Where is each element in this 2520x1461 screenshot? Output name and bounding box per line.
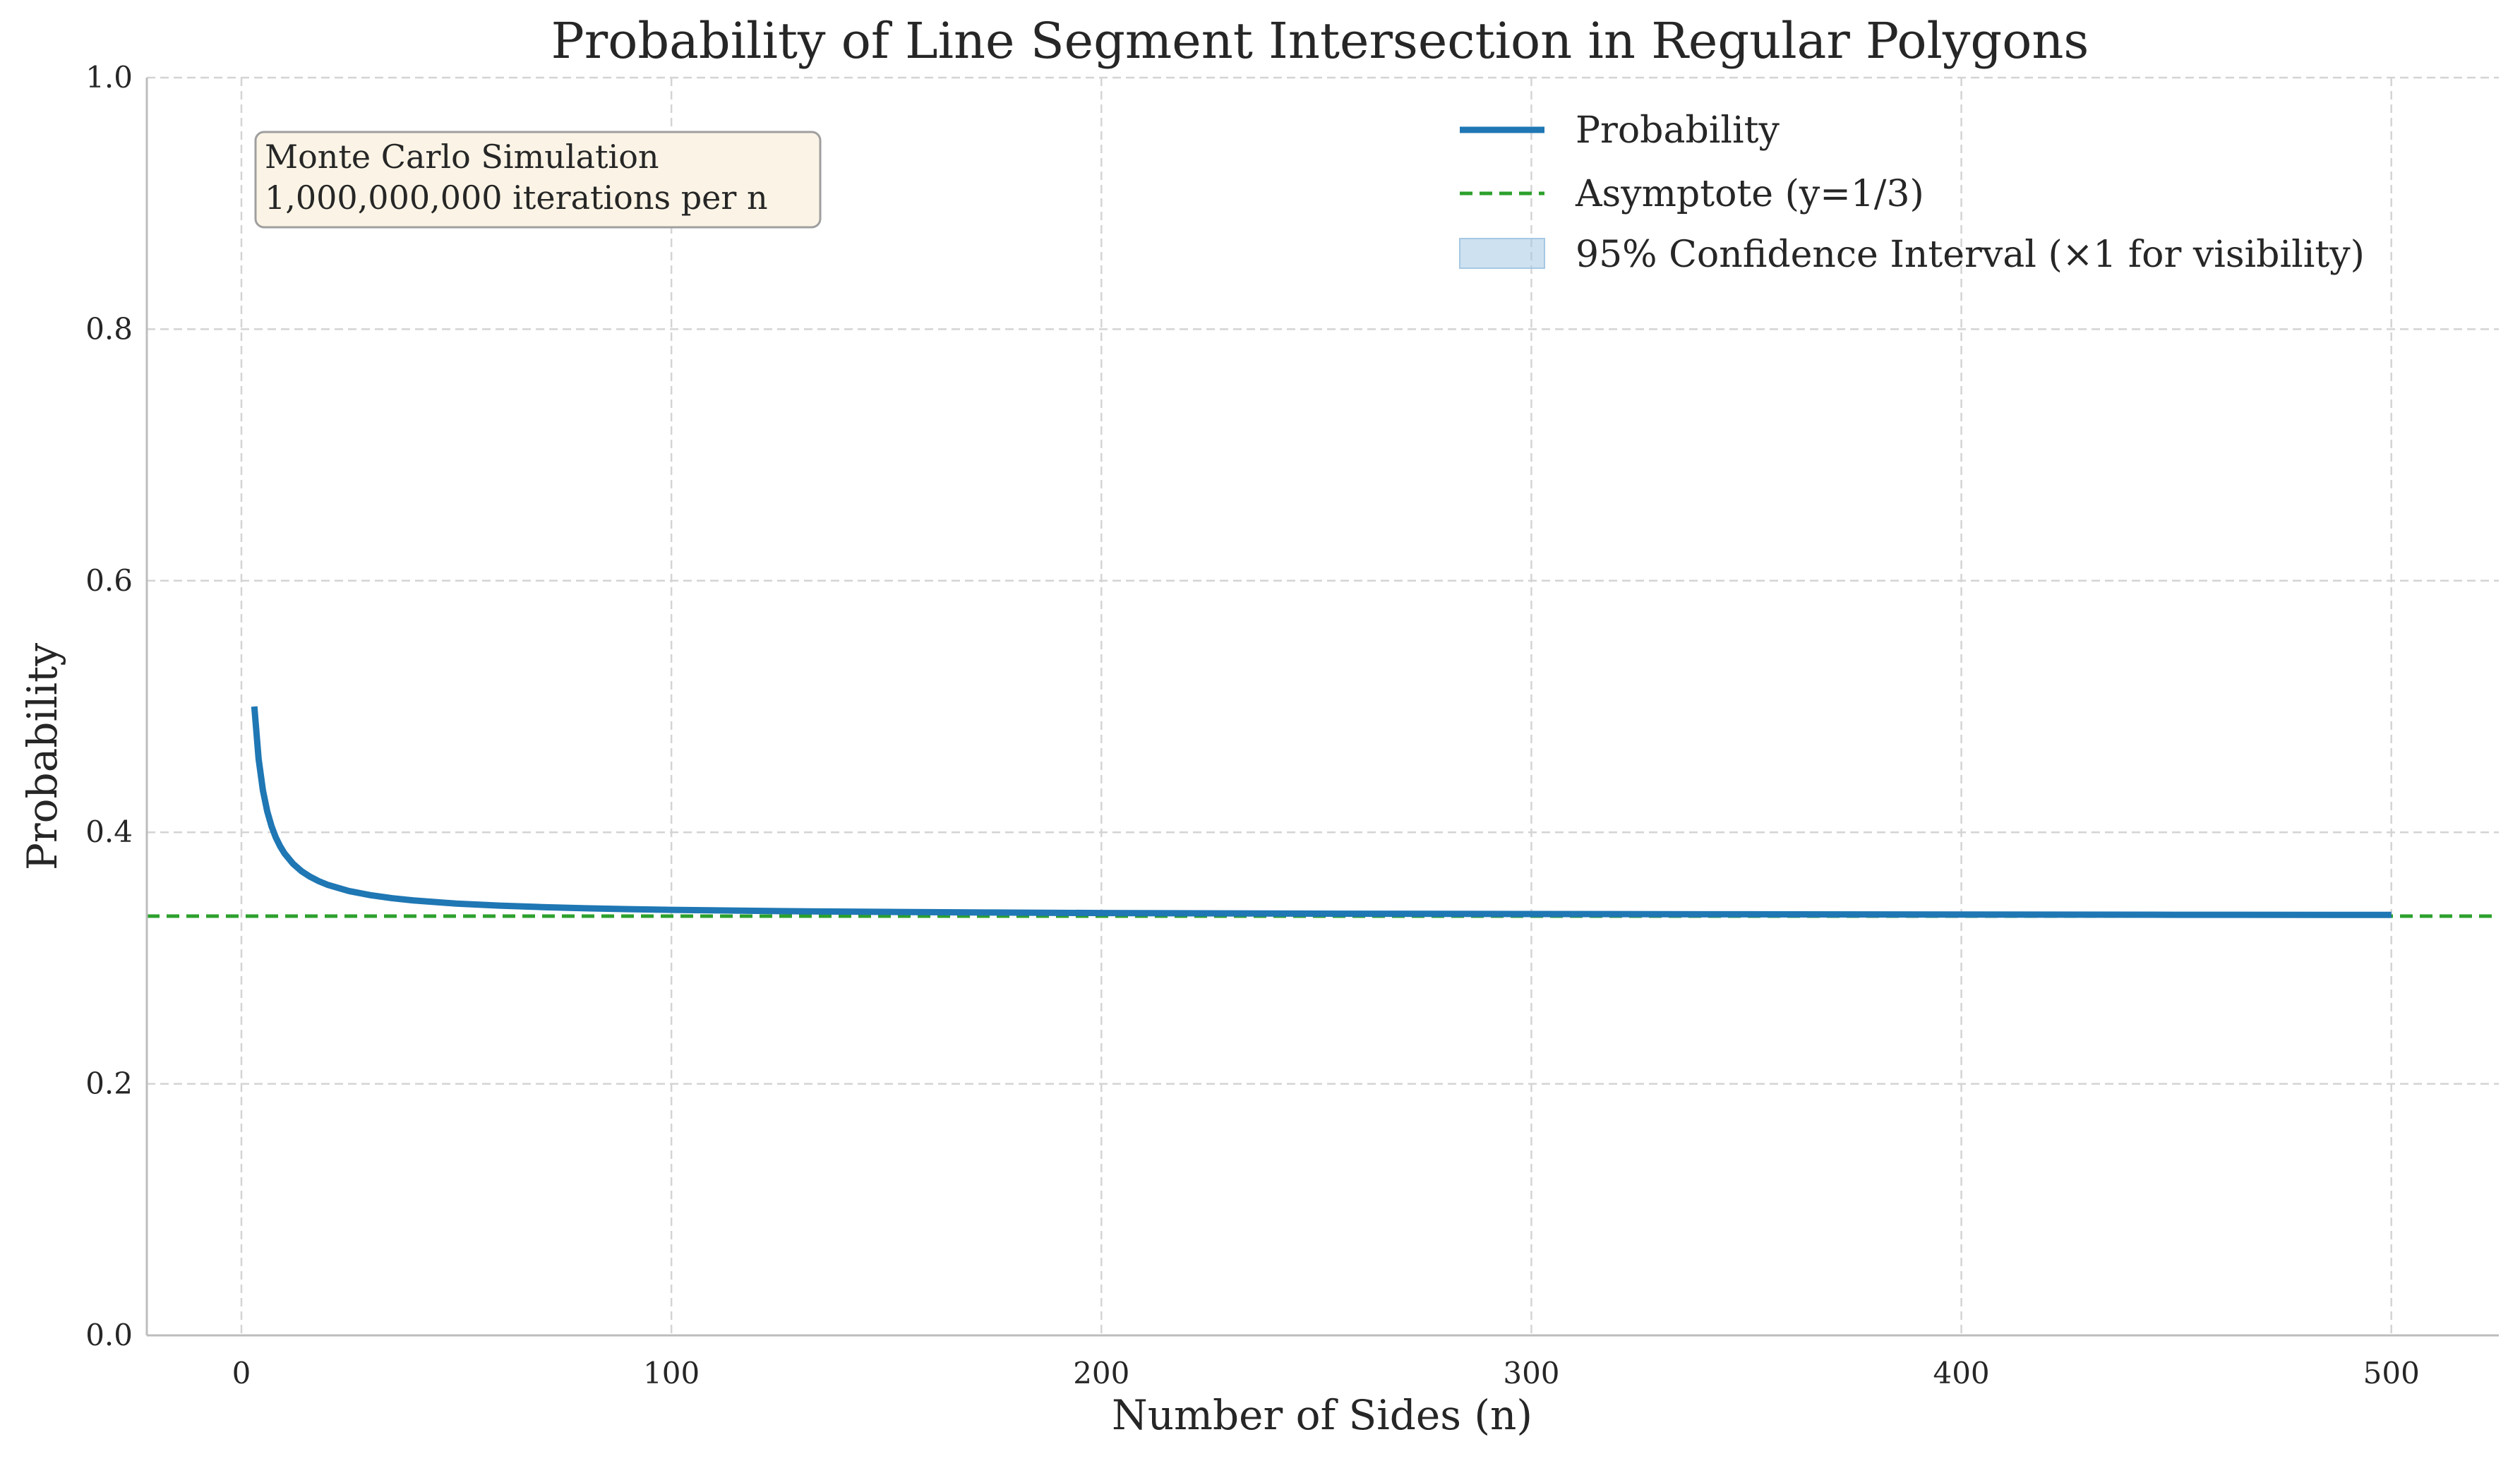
legend-label-confidence: 95% Confidence Interval (×1 for visibili… <box>1576 234 2365 276</box>
x-axis-label: Number of Sides (n) <box>1112 1391 1532 1439</box>
y-tick-label-4: 0.8 <box>85 311 133 346</box>
annotation-box: Monte Carlo Simulation 1,000,000,000 ite… <box>254 131 822 229</box>
y-ticks: 0.0 0.2 0.4 0.6 0.8 1.0 <box>85 60 133 1352</box>
legend: Probability Asymptote (y=1/3) 95% Confid… <box>1459 109 2365 276</box>
x-tick-label-0: 0 <box>232 1356 251 1390</box>
confidence-band <box>254 706 2392 915</box>
legend-swatch-confidence <box>1459 238 1545 269</box>
y-tick-label-2: 0.4 <box>85 814 133 849</box>
annotation-background <box>254 131 822 229</box>
y-tick-label-3: 0.6 <box>85 563 133 598</box>
axes <box>145 78 2499 1337</box>
confidence-band-area <box>254 706 2392 915</box>
series-layer <box>147 706 2499 918</box>
chart-title: Probability of Line Segment Intersection… <box>551 12 2089 70</box>
legend-label-probability: Probability <box>1576 109 1780 152</box>
probability-line <box>251 706 2392 918</box>
x-ticks: 0 100 200 300 400 500 <box>232 1356 2420 1390</box>
y-tick-label-1: 0.2 <box>85 1066 133 1101</box>
x-tick-label-5: 500 <box>2363 1356 2420 1390</box>
grid <box>147 76 2499 1335</box>
y-tick-label-5: 1.0 <box>85 60 133 95</box>
annotation-line-2: 1,000,000,000 iterations per n <box>265 179 768 217</box>
x-tick-label-4: 400 <box>1933 1356 1989 1390</box>
x-tick-label-3: 300 <box>1503 1356 1559 1390</box>
annotation-line-1: Monte Carlo Simulation <box>265 138 659 176</box>
y-tick-label-0: 0.0 <box>85 1318 133 1352</box>
y-axis-label: Probability <box>18 643 66 870</box>
x-tick-label-2: 200 <box>1073 1356 1129 1390</box>
legend-label-asymptote: Asymptote (y=1/3) <box>1575 173 1924 215</box>
x-tick-label-1: 100 <box>643 1356 700 1390</box>
